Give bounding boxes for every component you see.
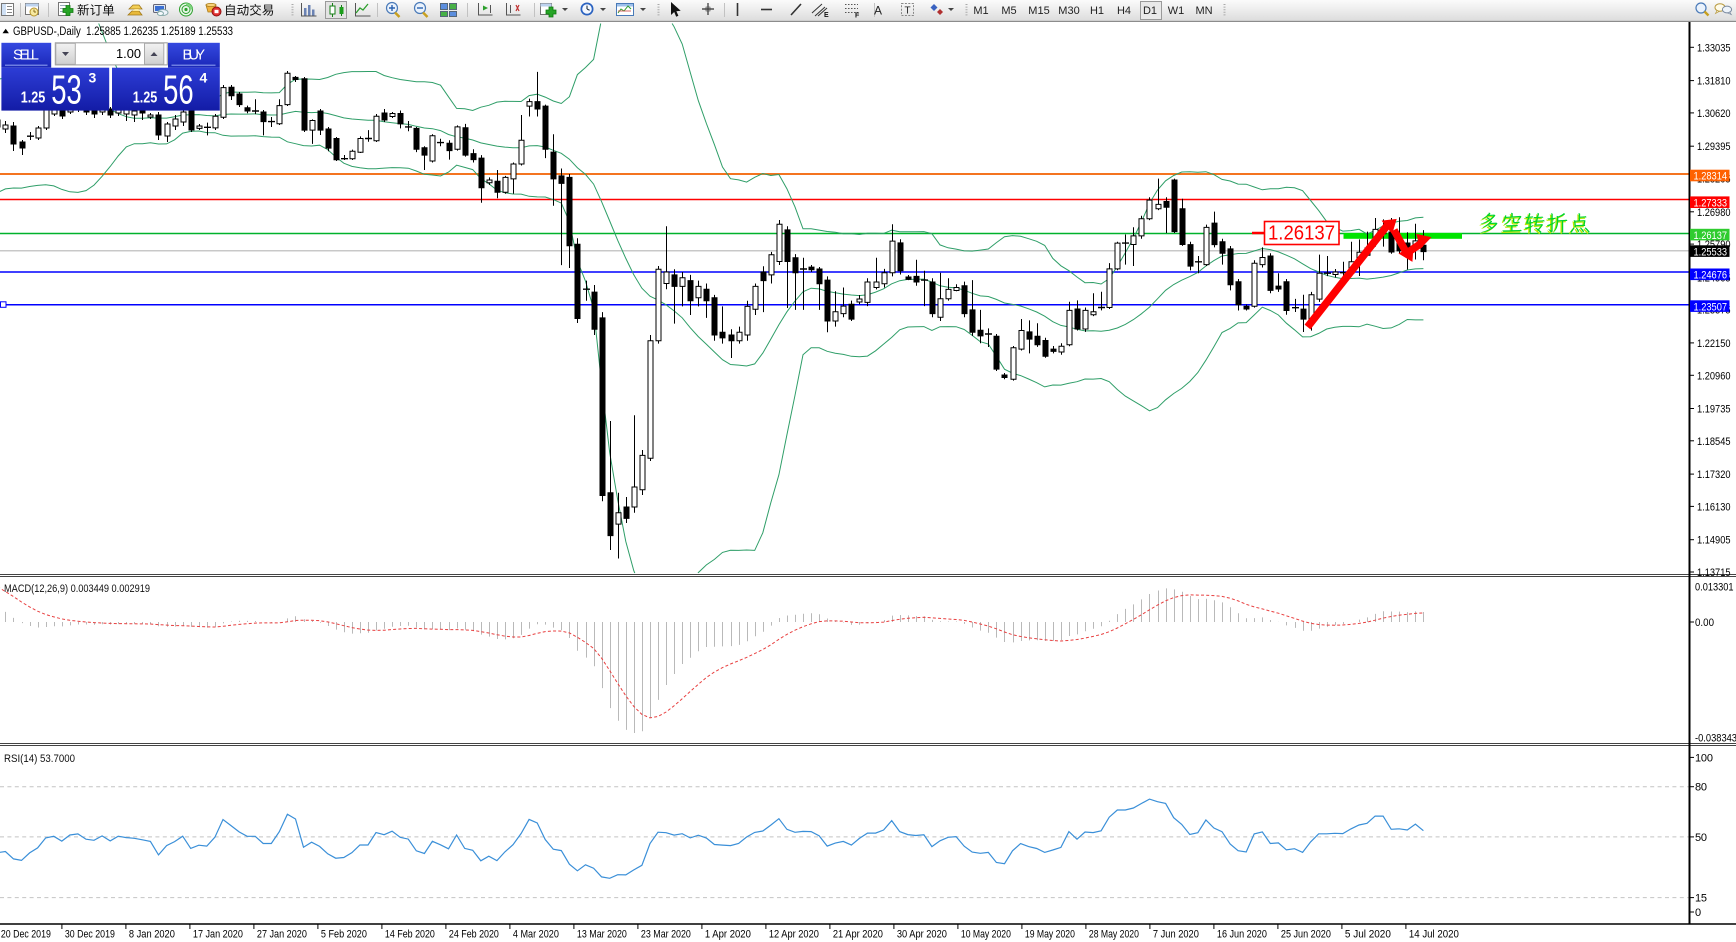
svg-text:W1: W1 — [1168, 5, 1185, 17]
svg-text:-0.038343: -0.038343 — [1695, 733, 1736, 745]
svg-text:15: 15 — [1695, 893, 1707, 905]
svg-text:4 Mar 2020: 4 Mar 2020 — [513, 929, 559, 941]
svg-text:1.16130: 1.16130 — [1697, 501, 1731, 513]
svg-text:4: 4 — [200, 70, 208, 86]
svg-text:1.25533: 1.25533 — [1694, 246, 1728, 258]
svg-text:1.22150: 1.22150 — [1697, 338, 1731, 350]
svg-text:19 May 2020: 19 May 2020 — [1025, 929, 1075, 941]
svg-text:30 Apr 2020: 30 Apr 2020 — [897, 929, 947, 941]
svg-text:53: 53 — [51, 67, 81, 113]
svg-text:1.26137: 1.26137 — [1268, 223, 1335, 245]
svg-text:H4: H4 — [1117, 5, 1131, 17]
svg-text:E: E — [824, 12, 829, 19]
svg-text:28 May 2020: 28 May 2020 — [1089, 929, 1139, 941]
svg-text:1.27333: 1.27333 — [1694, 197, 1728, 209]
svg-text:GBPUSD-,Daily 1.25885 1.26235: GBPUSD-,Daily 1.25885 1.26235 1.25189 1.… — [13, 26, 233, 38]
svg-text:MACD(12,26,9) 0.003449 0.00291: MACD(12,26,9) 0.003449 0.002919 — [4, 583, 150, 595]
svg-text:5 Jul 2020: 5 Jul 2020 — [1345, 929, 1391, 941]
svg-text:7 Jun 2020: 7 Jun 2020 — [1153, 929, 1199, 941]
svg-text:RSI(14) 53.7000: RSI(14) 53.7000 — [4, 753, 75, 765]
svg-text:1.00: 1.00 — [116, 47, 141, 61]
svg-text:1.19735: 1.19735 — [1697, 404, 1731, 416]
svg-text:23 Mar 2020: 23 Mar 2020 — [641, 929, 691, 941]
svg-text:1.31810: 1.31810 — [1697, 76, 1731, 88]
svg-text:21 Apr 2020: 21 Apr 2020 — [833, 929, 883, 941]
svg-text:F: F — [855, 13, 860, 20]
svg-text:1.24676: 1.24676 — [1694, 270, 1728, 282]
svg-text:1.26980: 1.26980 — [1697, 207, 1731, 219]
svg-text:MN: MN — [1195, 5, 1212, 17]
svg-text:SELL: SELL — [13, 48, 39, 64]
svg-text:10 May 2020: 10 May 2020 — [961, 929, 1011, 941]
svg-text:1.29395: 1.29395 — [1697, 141, 1731, 153]
svg-text:1.20960: 1.20960 — [1697, 370, 1731, 382]
svg-text:D1: D1 — [1143, 5, 1157, 17]
svg-text:1.33035: 1.33035 — [1697, 42, 1731, 54]
svg-text:80: 80 — [1695, 782, 1707, 794]
svg-text:14 Jul 2020: 14 Jul 2020 — [1409, 929, 1459, 941]
svg-text:0.013301: 0.013301 — [1695, 582, 1734, 594]
svg-text:5 Feb 2020: 5 Feb 2020 — [321, 929, 367, 941]
svg-text:3: 3 — [89, 70, 97, 86]
svg-text:1.23507: 1.23507 — [1694, 301, 1728, 313]
svg-text:25 Jun 2020: 25 Jun 2020 — [1281, 929, 1331, 941]
svg-text:30 Dec 2019: 30 Dec 2019 — [65, 929, 115, 941]
svg-text:27 Jan 2020: 27 Jan 2020 — [257, 929, 307, 941]
svg-text:8 Jan 2020: 8 Jan 2020 — [129, 929, 175, 941]
svg-text:1.25: 1.25 — [133, 89, 158, 106]
svg-text:M15: M15 — [1028, 5, 1049, 17]
svg-text:56: 56 — [163, 67, 194, 113]
svg-text:BUY: BUY — [183, 48, 206, 64]
svg-text:0.00: 0.00 — [1695, 617, 1714, 629]
svg-text:1.30620: 1.30620 — [1697, 108, 1731, 120]
svg-text:24 Feb 2020: 24 Feb 2020 — [449, 929, 499, 941]
svg-text:100: 100 — [1695, 752, 1713, 764]
svg-text:A: A — [874, 4, 882, 18]
svg-text:T: T — [905, 6, 911, 17]
svg-text:H1: H1 — [1090, 5, 1104, 17]
svg-text:1.26137: 1.26137 — [1694, 230, 1728, 242]
svg-text:13 Mar 2020: 13 Mar 2020 — [577, 929, 627, 941]
svg-text:50: 50 — [1695, 832, 1707, 844]
svg-text:1.28314: 1.28314 — [1694, 171, 1728, 183]
svg-text:1.14905: 1.14905 — [1697, 535, 1731, 547]
svg-text:16 Jun 2020: 16 Jun 2020 — [1217, 929, 1267, 941]
svg-text:14 Feb 2020: 14 Feb 2020 — [385, 929, 435, 941]
svg-text:M30: M30 — [1058, 5, 1079, 17]
svg-text:1.18545: 1.18545 — [1697, 436, 1731, 448]
svg-text:M1: M1 — [973, 5, 988, 17]
svg-text:1 Apr 2020: 1 Apr 2020 — [705, 929, 751, 941]
svg-text:1.13715: 1.13715 — [1697, 567, 1731, 579]
svg-text:1.25: 1.25 — [21, 89, 46, 106]
svg-text:20 Dec 2019: 20 Dec 2019 — [1, 929, 51, 941]
svg-text:12 Apr 2020: 12 Apr 2020 — [769, 929, 819, 941]
svg-text:17 Jan 2020: 17 Jan 2020 — [193, 929, 243, 941]
svg-text:0: 0 — [1695, 907, 1701, 919]
svg-text:1.17320: 1.17320 — [1697, 469, 1731, 481]
svg-text:M5: M5 — [1001, 5, 1016, 17]
